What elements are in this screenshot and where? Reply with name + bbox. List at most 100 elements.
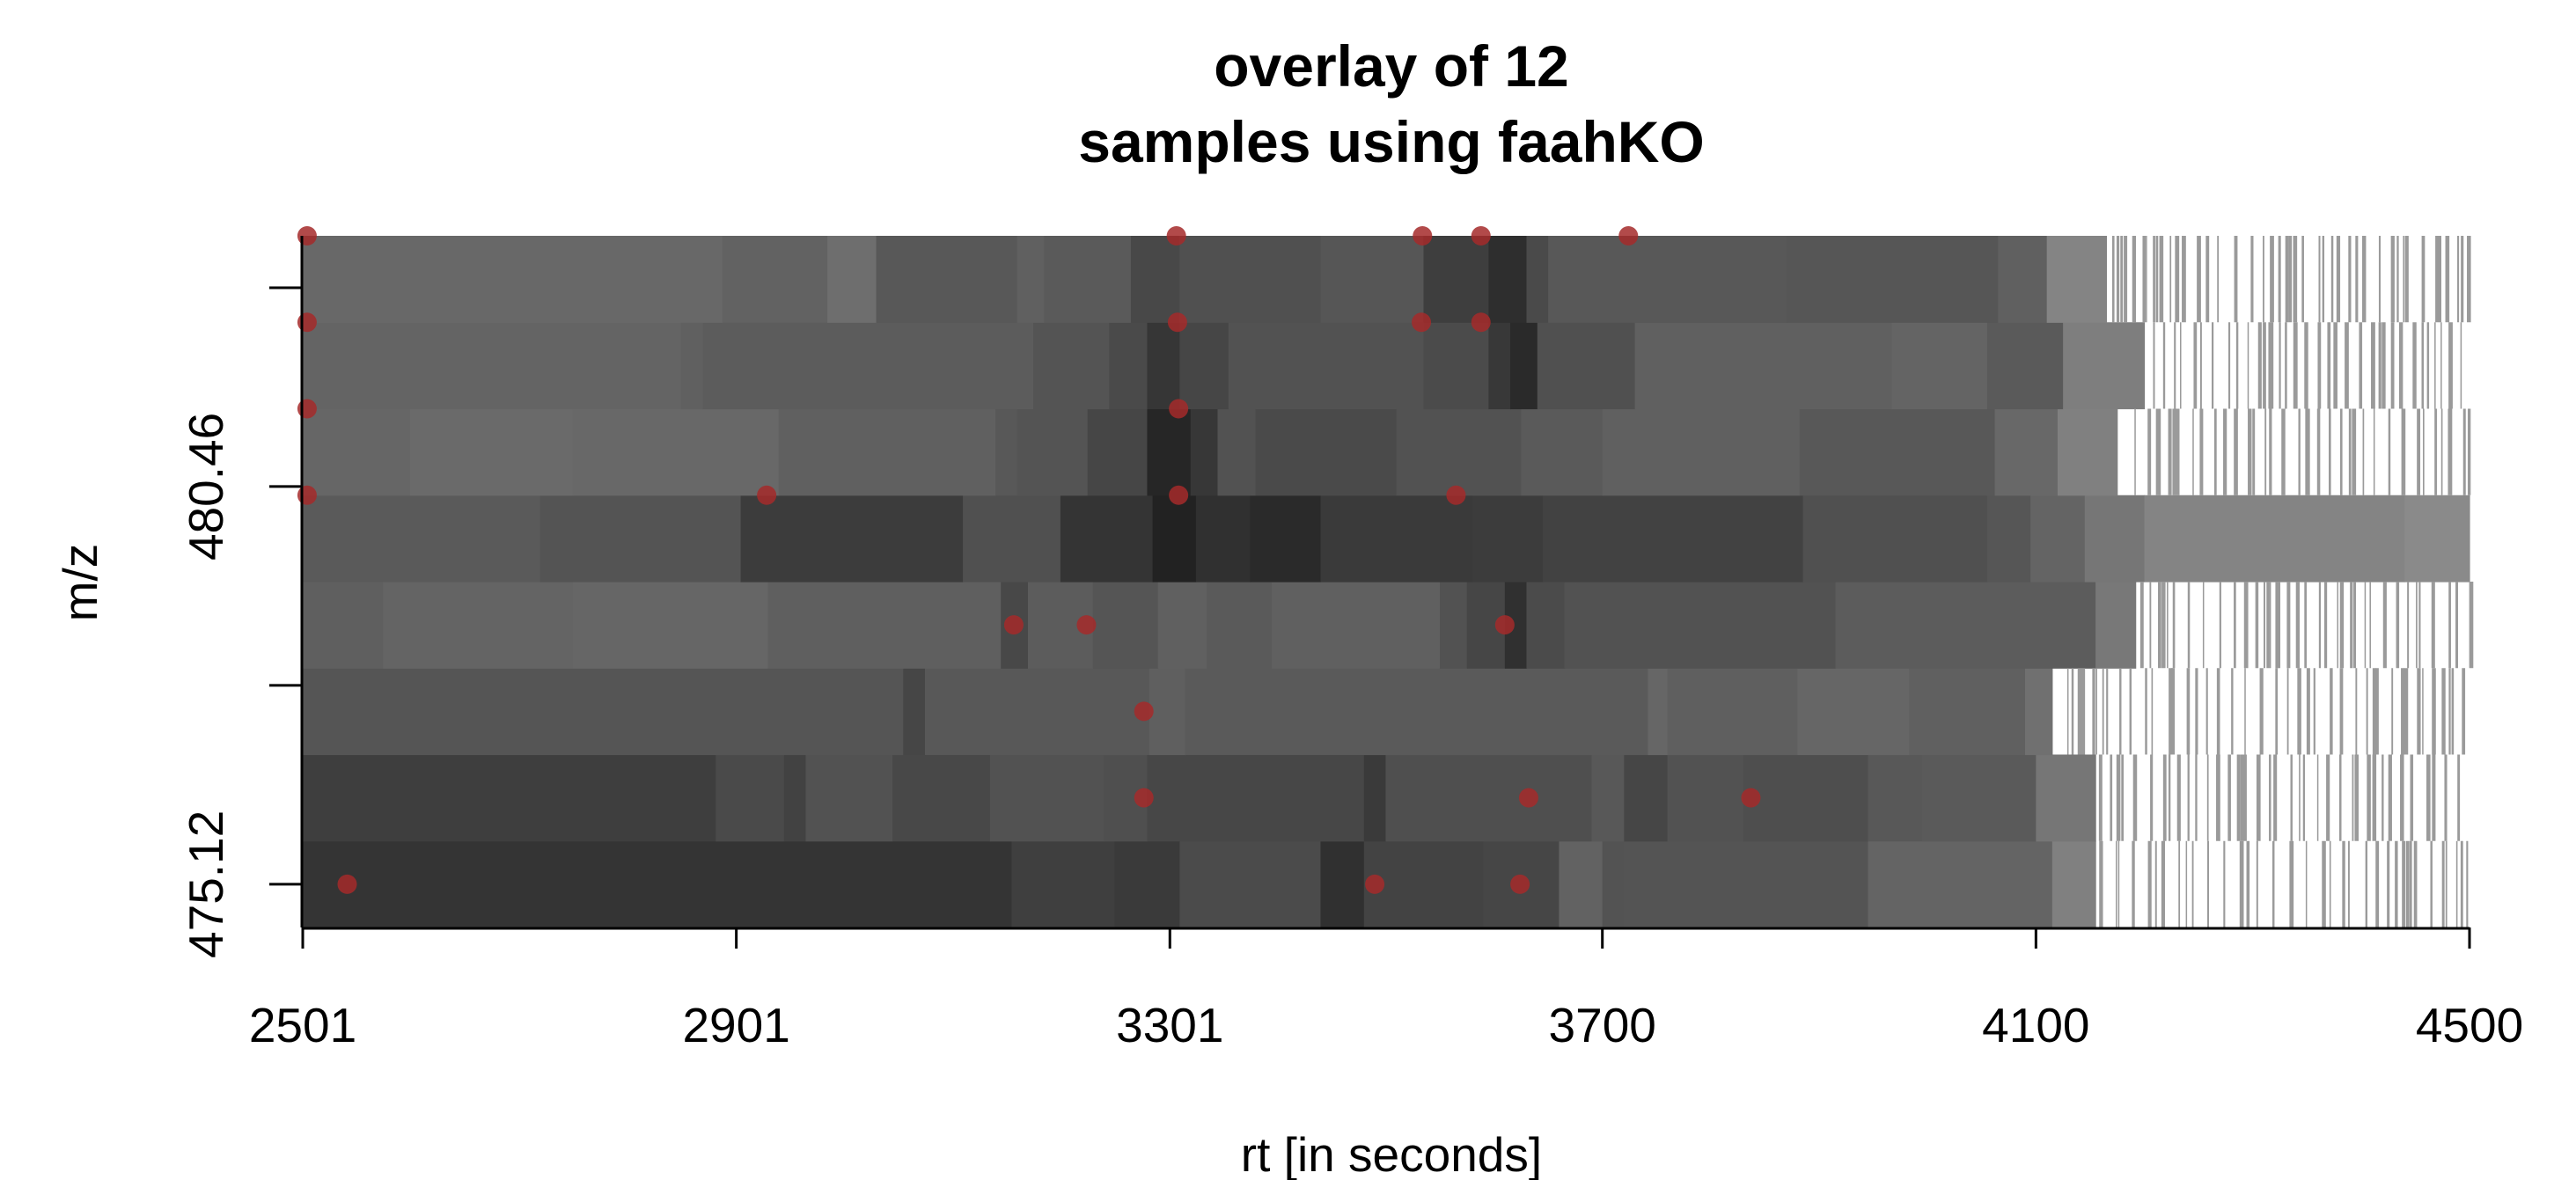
tail-line <box>2191 840 2194 927</box>
heatmap-cell <box>303 582 384 669</box>
heatmap-cell <box>1667 754 1744 842</box>
tail-line <box>2337 582 2339 669</box>
tail-line <box>2266 582 2270 669</box>
tail-line <box>2142 236 2147 323</box>
tail-line <box>2275 582 2279 669</box>
tail-line <box>2322 236 2325 323</box>
tail-line <box>2339 582 2345 669</box>
heatmap-cell <box>1998 236 2048 323</box>
heatmap-cell <box>1602 840 1625 928</box>
tail-line <box>2147 408 2152 495</box>
heatmap-cell <box>1363 754 1386 842</box>
tail-line <box>2369 582 2371 669</box>
heatmap-cell <box>1537 322 1636 410</box>
tail-line <box>2355 668 2358 755</box>
tail-line <box>2134 236 2136 323</box>
heatmap-cell <box>876 236 1018 323</box>
tail-line <box>2205 668 2208 755</box>
tail-line <box>2242 754 2247 841</box>
heatmap-cell <box>1152 495 1197 583</box>
heatmap-cell <box>827 236 877 323</box>
tail-line <box>2248 408 2252 495</box>
heatmap-cell <box>2030 495 2086 583</box>
tail-line <box>2247 322 2249 409</box>
tail-line <box>2153 322 2155 409</box>
tail-line <box>2129 668 2132 755</box>
tail-line <box>2359 322 2363 409</box>
peak-marker <box>297 399 317 419</box>
heatmap-cells <box>303 236 2470 928</box>
tail-line <box>2404 668 2409 755</box>
tail-line <box>2154 840 2157 927</box>
heatmap-cell <box>1179 840 1322 928</box>
tail-line <box>2348 408 2352 495</box>
peak-marker <box>1134 788 1154 808</box>
tail-line <box>2318 236 2321 323</box>
heatmap-cell <box>1559 840 1604 928</box>
tail-line <box>2395 840 2398 927</box>
tail-line <box>2216 754 2220 841</box>
peak-marker <box>1741 788 1761 808</box>
heatmap-cell <box>1510 322 1538 410</box>
tail-line <box>2403 236 2405 323</box>
peak-marker <box>757 485 777 505</box>
peak-marker <box>297 312 317 333</box>
heatmap-cell <box>1320 236 1425 323</box>
heatmap-cell <box>1195 495 1251 583</box>
heatmap-cell <box>722 236 828 323</box>
tail-line <box>2174 322 2176 409</box>
tail-line <box>2305 408 2309 495</box>
tail-line <box>2132 236 2137 323</box>
tail-line <box>2407 582 2410 669</box>
tail-line <box>2462 668 2466 755</box>
tail-line <box>2448 322 2453 409</box>
peak-marker <box>1446 485 1466 505</box>
tail-line <box>2448 408 2453 495</box>
tail-line <box>2401 668 2404 755</box>
peak-marker <box>1471 312 1491 333</box>
heatmap-cell <box>1986 495 2031 583</box>
tail-line <box>2098 754 2103 841</box>
tail-line <box>2219 582 2221 669</box>
tail-line <box>2373 408 2375 495</box>
tail-line <box>2169 668 2173 755</box>
heatmap-cell <box>1185 668 1649 756</box>
tail-line <box>2132 754 2138 841</box>
tail-line <box>2457 236 2460 323</box>
tail-line <box>2172 582 2176 669</box>
heatmap-cell <box>963 495 1061 583</box>
tail-line <box>2216 668 2220 755</box>
tail-line <box>2421 236 2426 323</box>
heatmap-cell <box>1471 495 1544 583</box>
peak-marker <box>1412 312 1432 333</box>
tail-line <box>2269 582 2271 669</box>
tail-line <box>2180 322 2182 409</box>
heatmap-cell <box>1423 236 1489 323</box>
tail-line <box>2207 840 2210 927</box>
tail-line <box>2263 236 2264 323</box>
x-tick-label: 4100 <box>1982 998 2089 1052</box>
tail-line <box>2116 754 2121 841</box>
tail-line <box>2441 668 2446 755</box>
heatmap-cell <box>740 495 964 583</box>
tail-line <box>2285 236 2289 323</box>
tail-line <box>2223 408 2227 495</box>
tail-line <box>2318 582 2322 669</box>
tail-line <box>2347 840 2350 927</box>
tail-line <box>2328 408 2331 495</box>
peak-marker <box>1494 615 1515 635</box>
heatmap-cell <box>1564 582 1837 669</box>
tail-line <box>2161 582 2166 669</box>
tail-line <box>2364 582 2367 669</box>
heatmap-cell <box>1574 495 1804 583</box>
peak-marker <box>297 226 317 246</box>
heatmap-cell <box>1548 236 1787 323</box>
tail-line <box>2132 840 2135 927</box>
heatmap-cell <box>2051 840 2096 928</box>
heatmap-cell <box>1423 322 1489 410</box>
tail-line <box>2469 582 2474 669</box>
tail-line <box>2435 236 2440 323</box>
tail-line <box>2150 754 2154 841</box>
tail-line <box>2306 668 2310 755</box>
heatmap-cell <box>2095 582 2137 669</box>
